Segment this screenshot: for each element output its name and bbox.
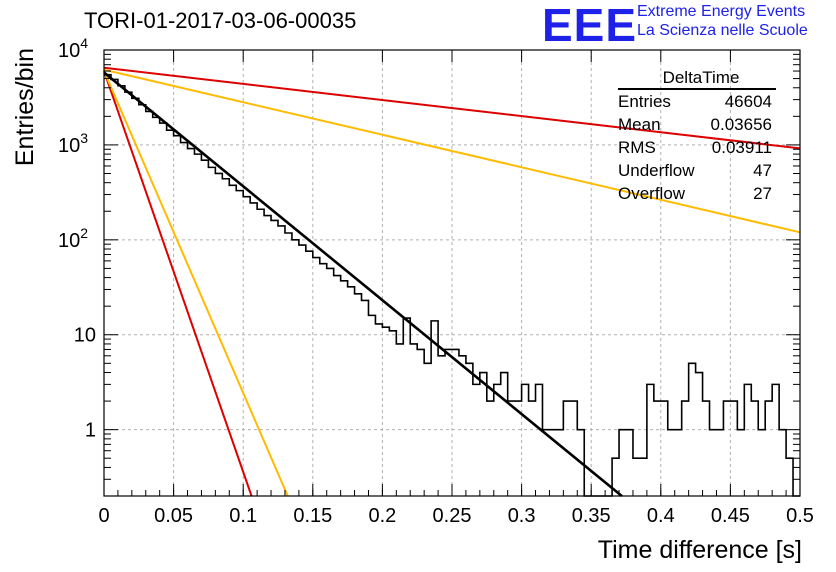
logo-caption: Extreme Energy Events La Scienza nelle S… bbox=[637, 2, 808, 40]
x-tick-label: 0.2 bbox=[368, 505, 396, 527]
stats-box-name: DeltaTime bbox=[618, 68, 776, 90]
x-tick-label: 0.45 bbox=[711, 505, 750, 527]
stats-label: Mean bbox=[618, 115, 661, 134]
logo-caption-line1: Extreme Energy Events bbox=[637, 3, 806, 20]
logo-caption-line2: La Scienza nelle Scuole bbox=[637, 22, 808, 39]
stats-value: 47 bbox=[753, 161, 772, 180]
x-tick-label: 0.4 bbox=[647, 505, 675, 527]
x-tick-label: 0.05 bbox=[154, 505, 193, 527]
stats-row-underflow: Underflow 47 bbox=[610, 159, 780, 182]
x-tick-label: 0.15 bbox=[293, 505, 332, 527]
fit-line-main bbox=[103, 71, 623, 498]
x-tick-label: 0.35 bbox=[572, 505, 611, 527]
stats-label: Overflow bbox=[618, 184, 686, 203]
stats-label: RMS bbox=[618, 138, 656, 157]
y-axis-label: Entries/bin bbox=[11, 48, 39, 166]
y-tick-label: 102 bbox=[58, 225, 88, 252]
stats-label: Underflow bbox=[618, 161, 695, 180]
x-tick-label: 0 bbox=[98, 505, 109, 527]
eee-logo: EEE bbox=[542, 0, 638, 51]
stats-value: 0.03911 bbox=[711, 138, 772, 157]
x-tick-label: 0.3 bbox=[508, 505, 536, 527]
x-tick-label: 0.5 bbox=[786, 505, 814, 527]
fit-line bbox=[103, 70, 253, 497]
stats-row-mean: Mean 0.03656 bbox=[610, 113, 780, 136]
stats-row-rms: RMS 0.03911 bbox=[610, 136, 780, 159]
stats-value: 27 bbox=[753, 184, 772, 203]
x-axis-label: Time difference [s] bbox=[598, 536, 802, 564]
chart-title: TORI-01-2017-03-06-00035 bbox=[84, 8, 357, 33]
histogram-steps bbox=[104, 73, 800, 497]
y-tick-label: 1 bbox=[85, 420, 96, 442]
y-tick-label: 103 bbox=[58, 130, 88, 157]
stats-value: 0.03656 bbox=[710, 115, 772, 134]
x-tick-label: 0.1 bbox=[229, 505, 257, 527]
x-tick-label: 0.25 bbox=[433, 505, 472, 527]
y-tick-label: 10 bbox=[74, 325, 96, 347]
fit-line bbox=[103, 70, 289, 497]
fit-line bbox=[103, 68, 801, 234]
stats-row-overflow: Overflow 27 bbox=[610, 182, 780, 205]
stats-row-entries: Entries 46604 bbox=[610, 90, 780, 113]
y-tick-label: 104 bbox=[58, 35, 88, 62]
stats-label: Entries bbox=[618, 92, 671, 111]
stats-value: 46604 bbox=[724, 92, 772, 111]
stats-box: DeltaTime Entries 46604 Mean 0.03656 RMS… bbox=[610, 68, 780, 205]
fit-line bbox=[103, 66, 801, 150]
